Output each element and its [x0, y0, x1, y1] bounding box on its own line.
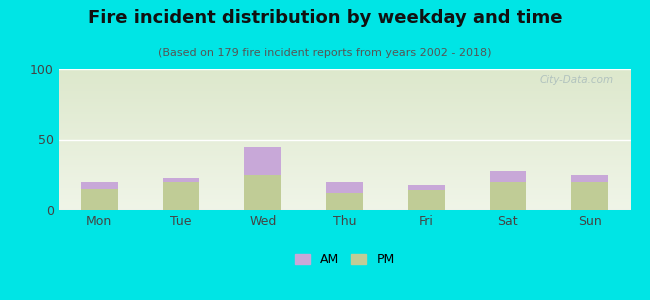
Bar: [489, 182, 526, 210]
Text: City-Data.com: City-Data.com: [540, 75, 614, 85]
Bar: [162, 182, 200, 210]
Bar: [571, 182, 608, 210]
Bar: [571, 175, 608, 182]
Bar: [408, 184, 445, 190]
Legend: AM, PM: AM, PM: [289, 248, 400, 272]
Bar: [81, 182, 118, 189]
Bar: [81, 189, 118, 210]
Text: Fire incident distribution by weekday and time: Fire incident distribution by weekday an…: [88, 9, 562, 27]
Bar: [408, 190, 445, 210]
Bar: [489, 170, 526, 182]
Bar: [326, 182, 363, 193]
Bar: [162, 178, 200, 182]
Bar: [244, 175, 281, 210]
Bar: [244, 147, 281, 175]
Bar: [326, 193, 363, 210]
Text: (Based on 179 fire incident reports from years 2002 - 2018): (Based on 179 fire incident reports from…: [158, 48, 492, 58]
